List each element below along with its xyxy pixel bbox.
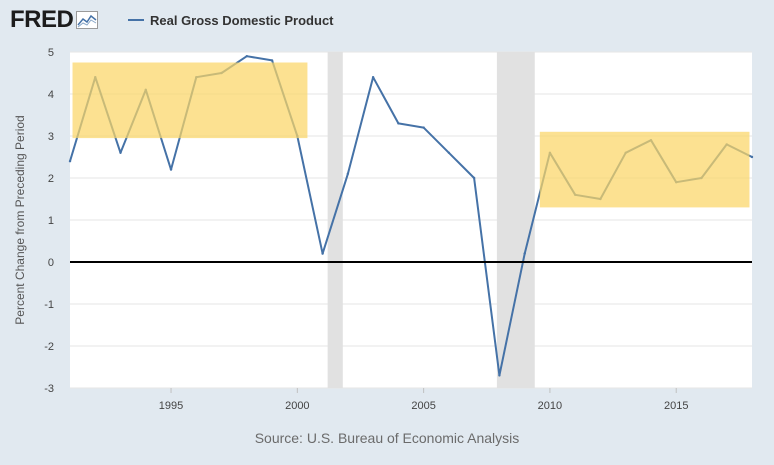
x-tick-label: 2000: [285, 400, 309, 412]
data-point: [371, 76, 375, 79]
y-tick-label: 3: [48, 131, 54, 143]
x-tick-label: 1995: [159, 400, 183, 412]
fred-logo[interactable]: FRED: [10, 6, 99, 34]
y-tick-label: 4: [48, 89, 54, 101]
y-tick-label: 1: [48, 215, 54, 227]
legend-swatch: [128, 19, 144, 21]
data-point: [447, 151, 451, 154]
y-tick-label: 2: [48, 173, 54, 185]
recession-band: [496, 52, 535, 388]
y-tick-label: 5: [48, 47, 54, 59]
data-point: [422, 126, 425, 129]
highlight-box: [539, 131, 750, 208]
y-tick-label: -2: [44, 341, 54, 353]
source-note: Source: U.S. Bureau of Economic Analysis: [254, 430, 520, 446]
x-tick-label: 2015: [664, 400, 688, 412]
legend-label: Real Gross Domestic Product: [150, 12, 334, 28]
x-tick-label: 2010: [538, 400, 562, 412]
recession-band: [327, 52, 343, 388]
data-point: [321, 252, 324, 255]
data-point: [119, 151, 122, 154]
data-point: [523, 252, 526, 255]
data-point: [346, 172, 350, 175]
data-point: [245, 55, 249, 58]
logo-text: FRED: [10, 6, 74, 33]
chart-header: FRED Real Gross Domestic Product: [0, 0, 774, 40]
data-point: [68, 160, 72, 163]
data-point: [270, 59, 274, 62]
chart-legend: Real Gross Domestic Product: [128, 12, 334, 28]
y-tick-label: 0: [48, 257, 54, 269]
graph-logo-icon: [76, 11, 99, 29]
data-point: [397, 122, 400, 125]
y-tick-label: -1: [44, 299, 54, 311]
y-axis-title: Percent Change from Preceding Period: [13, 115, 27, 325]
data-point: [498, 374, 501, 377]
y-tick-label: -3: [44, 383, 54, 395]
data-point: [750, 155, 754, 159]
data-point: [472, 176, 476, 180]
highlight-box: [72, 62, 308, 139]
data-point: [169, 168, 173, 171]
x-tick-label: 2005: [411, 400, 435, 412]
